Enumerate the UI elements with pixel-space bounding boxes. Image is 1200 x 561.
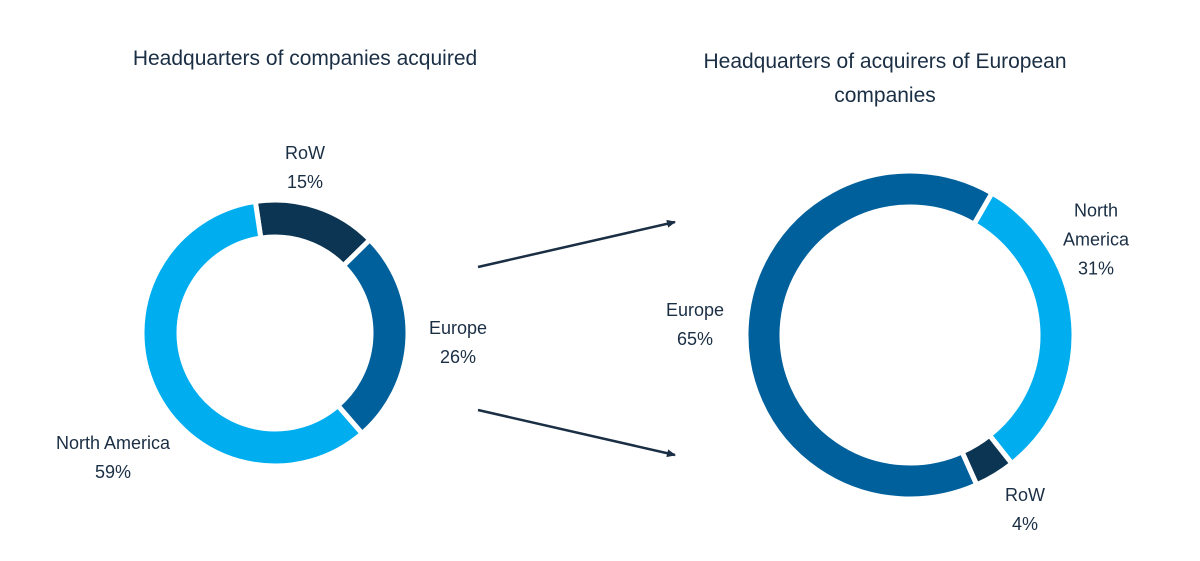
category-label: Europe	[665, 300, 725, 320]
data-label: RoW 15%	[285, 139, 325, 197]
value-label: 65%	[676, 329, 714, 349]
data-label: Europe 65%	[666, 296, 724, 354]
category-label: RoW	[1005, 485, 1045, 505]
category-label: North America	[55, 433, 171, 453]
data-label: RoW 4%	[1005, 481, 1045, 539]
value-label: 4%	[1011, 514, 1038, 534]
chart-title: Headquarters of companies acquired	[132, 47, 478, 70]
category-label: RoW	[285, 143, 325, 163]
donut-segment	[139, 198, 366, 469]
value-label: 15%	[286, 172, 324, 192]
value-label: 31%	[1077, 258, 1115, 279]
data-label: North America 31%	[1056, 197, 1136, 284]
chart-title: Headquarters of acquirers of European co…	[703, 50, 1067, 107]
data-label: North America 59%	[56, 429, 170, 487]
arrow	[477, 219, 676, 269]
donut-segment	[743, 168, 996, 502]
category-label: North America	[1062, 200, 1129, 250]
value-label: 59%	[94, 462, 132, 482]
value-label: 26%	[439, 347, 477, 367]
category-label: Europe	[428, 318, 488, 338]
donut-segment	[334, 236, 411, 438]
data-label: Europe 26%	[429, 314, 487, 372]
arrow	[477, 408, 676, 458]
